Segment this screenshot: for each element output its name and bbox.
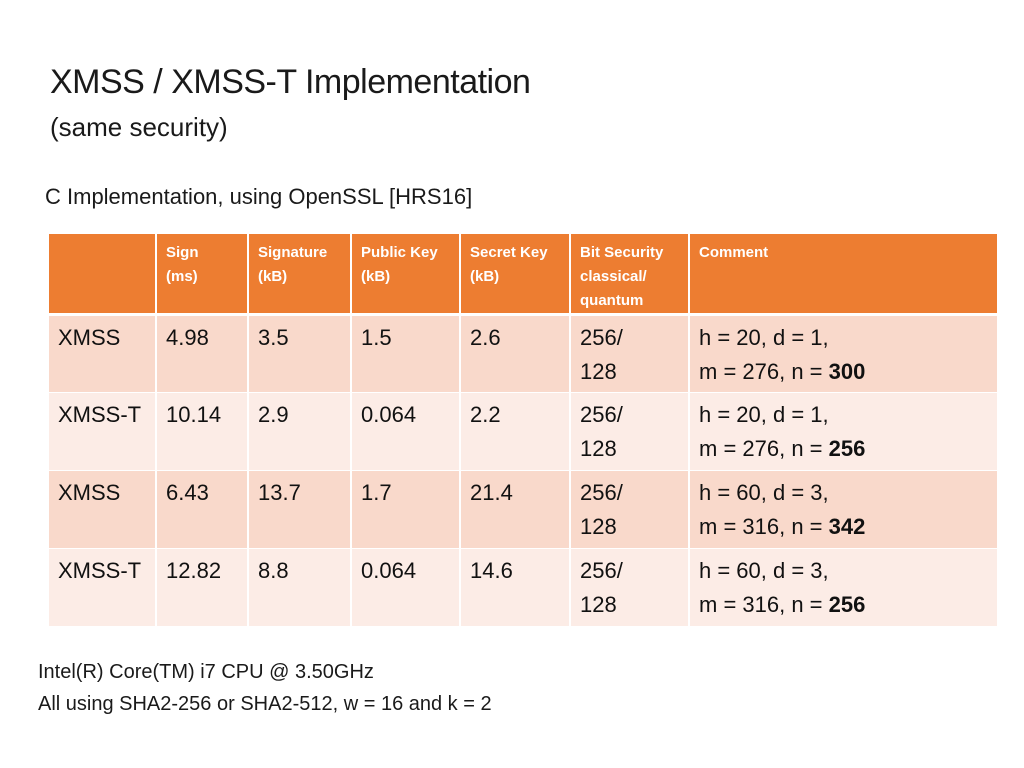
header-public-key: Public Key (kB) — [350, 234, 461, 316]
slide-title: XMSS / XMSS-T Implementation — [50, 63, 531, 101]
cell-comment: h = 60, d = 3, m = 316, n = 256 — [688, 548, 999, 627]
cell-scheme: XMSS — [47, 314, 157, 393]
cell-secret-key-kb: 2.6 — [459, 314, 571, 393]
cell-secret-key-kb: 21.4 — [459, 470, 571, 549]
implementation-note: C Implementation, using OpenSSL [HRS16] — [45, 184, 473, 209]
header-scheme — [47, 234, 157, 316]
table-row: XMSS-T 10.14 2.9 0.064 2.2 256/ 128 h = … — [47, 392, 999, 471]
cell-bit-security: 256/ 128 — [569, 392, 690, 471]
slide-subtitle: (same security) — [50, 112, 228, 142]
cell-signature-kb: 3.5 — [247, 314, 352, 393]
cell-public-key-kb: 1.5 — [350, 314, 461, 393]
cell-signature-kb: 2.9 — [247, 392, 352, 471]
cell-public-key-kb: 0.064 — [350, 548, 461, 627]
footer-notes: Intel(R) Core(TM) i7 CPU @ 3.50GHz All u… — [38, 656, 492, 720]
header-comment: Comment — [688, 234, 999, 316]
header-secret-key: Secret Key (kB) — [459, 234, 571, 316]
header-sign: Sign (ms) — [155, 234, 249, 316]
header-bit-security: Bit Security classical/ quantum — [569, 234, 690, 316]
cell-sign-ms: 10.14 — [155, 392, 249, 471]
table-row: XMSS-T 12.82 8.8 0.064 14.6 256/ 128 h =… — [47, 548, 999, 627]
cell-public-key-kb: 0.064 — [350, 392, 461, 471]
cell-scheme: XMSS-T — [47, 548, 157, 627]
table-row: XMSS 4.98 3.5 1.5 2.6 256/ 128 h = 20, d… — [47, 314, 999, 393]
table-header-row: Sign (ms) Signature (kB) Public Key (kB)… — [47, 234, 999, 316]
cell-secret-key-kb: 2.2 — [459, 392, 571, 471]
footer-cpu: Intel(R) Core(TM) i7 CPU @ 3.50GHz — [38, 661, 374, 683]
cell-sign-ms: 4.98 — [155, 314, 249, 393]
cell-secret-key-kb: 14.6 — [459, 548, 571, 627]
cell-comment: h = 60, d = 3, m = 316, n = 342 — [688, 470, 999, 549]
cell-signature-kb: 8.8 — [247, 548, 352, 627]
cell-bit-security: 256/ 128 — [569, 548, 690, 627]
cell-bit-security: 256/ 128 — [569, 470, 690, 549]
header-signature: Signature (kB) — [247, 234, 352, 316]
table-row: XMSS 6.43 13.7 1.7 21.4 256/ 128 h = 60,… — [47, 470, 999, 549]
cell-scheme: XMSS — [47, 470, 157, 549]
cell-sign-ms: 12.82 — [155, 548, 249, 627]
cell-bit-security: 256/ 128 — [569, 314, 690, 393]
cell-comment: h = 20, d = 1, m = 276, n = 300 — [688, 314, 999, 393]
footer-params: All using SHA2-256 or SHA2-512, w = 16 a… — [38, 693, 492, 715]
cell-signature-kb: 13.7 — [247, 470, 352, 549]
cell-scheme: XMSS-T — [47, 392, 157, 471]
results-table: Sign (ms) Signature (kB) Public Key (kB)… — [47, 234, 999, 627]
cell-comment: h = 20, d = 1, m = 276, n = 256 — [688, 392, 999, 471]
cell-public-key-kb: 1.7 — [350, 470, 461, 549]
cell-sign-ms: 6.43 — [155, 470, 249, 549]
